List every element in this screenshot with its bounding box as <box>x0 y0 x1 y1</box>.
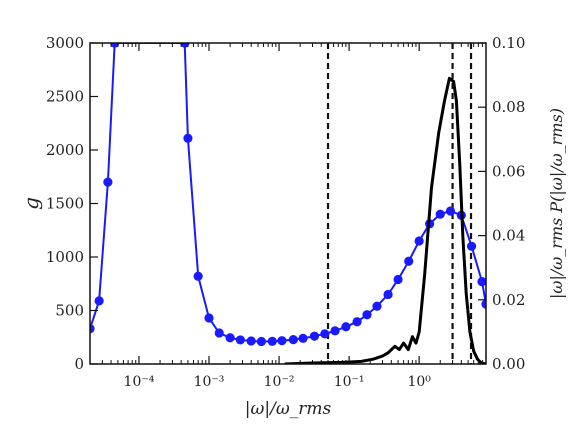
series-0-point-16 <box>298 333 308 343</box>
x-tick-label-0: 10⁻⁴ <box>124 374 155 390</box>
x-tick-label-4: 10⁰ <box>407 374 431 390</box>
y-left-tick-label-4: 2000 <box>46 141 84 159</box>
series-0-point-3 <box>110 43 120 48</box>
series-0-point-13 <box>267 336 277 346</box>
x-tick-label-3: 10⁻¹ <box>334 374 365 390</box>
y-right-tick-label-2: 0.04 <box>492 227 525 245</box>
series-0-point-15 <box>288 335 298 345</box>
series-0-point-6 <box>193 271 203 281</box>
series-0-point-21 <box>352 317 362 327</box>
series-0-point-12 <box>256 336 267 347</box>
y-right-axis-label: |ω|/ω_rms P(|ω|/ω_rms) <box>547 108 566 299</box>
series-0-point-22 <box>362 310 372 320</box>
series-0-point-29 <box>435 209 445 219</box>
series-0-point-19 <box>330 326 340 336</box>
series-0-point-25 <box>393 274 403 285</box>
series-0-point-9 <box>225 333 235 343</box>
y-right-tick-label-3: 0.06 <box>492 162 525 180</box>
series-0-point-14 <box>277 336 287 346</box>
series-group <box>90 43 486 364</box>
series-0-point-18 <box>320 329 330 339</box>
y-left-tick-label-0: 0 <box>74 355 84 373</box>
series-0-point-26 <box>404 256 414 266</box>
series-0-point-23 <box>372 301 382 311</box>
series-0-point-0 <box>90 324 95 334</box>
y-right-tick-label-4: 0.08 <box>492 98 525 116</box>
y-left-axis-label: g <box>19 197 43 210</box>
x-tick-label-1: 10⁻³ <box>194 374 225 390</box>
x-tick-label-2: 10⁻² <box>264 374 295 390</box>
series-0-point-4 <box>180 43 190 48</box>
y-left-tick-label-1: 500 <box>55 302 84 320</box>
y-left-tick-label-3: 1500 <box>46 195 84 213</box>
series-0-point-10 <box>235 335 245 345</box>
series-0-point-8 <box>214 328 224 338</box>
series-0-point-34 <box>481 299 486 309</box>
series-0-point-11 <box>246 336 256 346</box>
y-left-tick-label-5: 2500 <box>46 88 84 106</box>
y-right-tick-label-5: 0.10 <box>492 34 525 52</box>
y-left-tick-label-2: 1000 <box>46 248 84 266</box>
series-0-point-24 <box>383 289 393 300</box>
series-0-point-20 <box>341 322 351 332</box>
y-left-tick-label-6: 3000 <box>46 34 84 52</box>
series-0-point-7 <box>204 313 214 323</box>
plot-frame <box>89 42 487 365</box>
x-axis-label: |ω|/ω_rms <box>245 399 332 419</box>
series-0-point-5 <box>183 133 193 143</box>
series-0-point-1 <box>94 296 104 306</box>
series-0-point-33 <box>477 277 486 287</box>
series-line-1 <box>284 76 486 364</box>
series-0-point-17 <box>309 331 320 341</box>
y-right-tick-label-1: 0.02 <box>492 291 525 309</box>
series-0-point-2 <box>103 177 113 187</box>
series-0-point-30 <box>445 206 456 216</box>
series-0-point-32 <box>466 241 477 251</box>
y-right-tick-label-0: 0.00 <box>492 355 525 373</box>
series-0-point-27 <box>414 236 424 246</box>
series-line-0 <box>90 43 486 343</box>
